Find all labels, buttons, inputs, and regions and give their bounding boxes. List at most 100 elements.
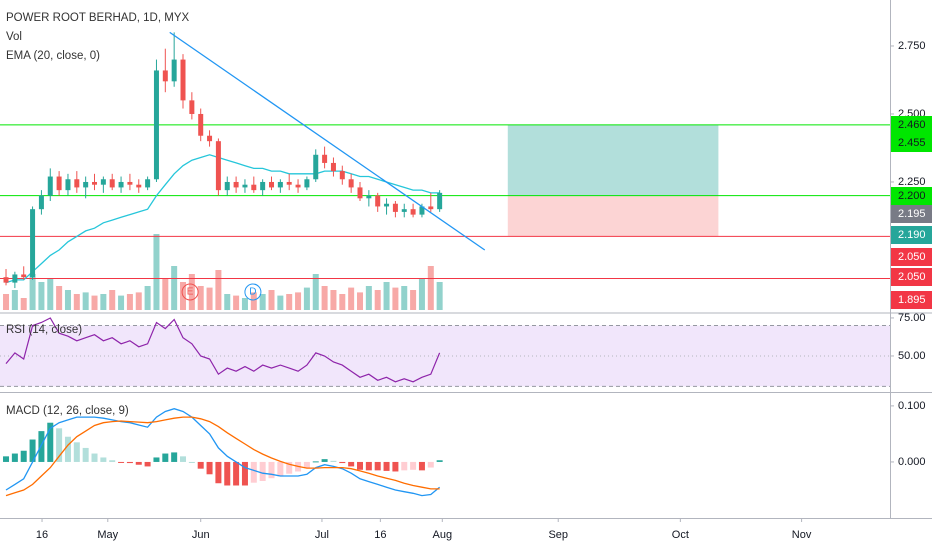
volume-bar	[330, 290, 337, 310]
candle-body	[30, 209, 36, 278]
volume-bar	[91, 295, 98, 310]
volume-bar	[295, 292, 302, 310]
candle-body	[162, 70, 168, 82]
candle-body	[12, 274, 18, 283]
position-profit	[507, 124, 719, 196]
candle-body	[3, 277, 9, 283]
volume-bar	[73, 294, 80, 310]
macd-histogram-bar	[135, 461, 142, 465]
candle-body	[330, 162, 336, 172]
volume-bar	[29, 274, 36, 310]
volume-bar	[418, 278, 425, 310]
y-tick-label: 50.00	[898, 350, 926, 362]
macd-histogram-bar	[339, 461, 346, 464]
volume-bar	[135, 292, 142, 310]
x-tick-label: Jul	[315, 529, 329, 541]
candle-body	[180, 59, 186, 101]
macd-histogram-bar	[153, 457, 160, 462]
candle-body	[313, 154, 319, 180]
volume-bar	[401, 286, 408, 310]
macd-histogram-bar	[401, 461, 408, 471]
candle-body	[153, 70, 159, 180]
macd-histogram-bar	[330, 460, 337, 462]
macd-histogram-bar	[11, 453, 18, 462]
volume-bar	[20, 298, 27, 310]
volume-bar	[64, 290, 71, 310]
macd-histogram-bar	[312, 461, 319, 463]
candle-body	[286, 181, 292, 185]
volume-bar	[348, 287, 355, 310]
macd-histogram-bar	[277, 461, 284, 477]
volume-bar	[259, 294, 266, 310]
macd-histogram-bar	[392, 461, 399, 472]
volume-bar	[162, 278, 169, 310]
price-tag-label: 2.050	[898, 271, 926, 283]
macd-histogram-bar	[206, 461, 213, 475]
volume-bar	[197, 286, 204, 310]
y-tick-label: 2.750	[898, 40, 926, 52]
price-tag	[891, 116, 932, 134]
volume-bar	[268, 290, 275, 310]
rsi-line	[5, 317, 441, 383]
volume-bar	[171, 266, 178, 310]
candle-body	[118, 181, 124, 188]
volume-bar	[188, 274, 195, 310]
macd-histogram-bar	[436, 460, 443, 462]
macd-histogram-bar	[64, 436, 71, 462]
volume-bar	[312, 274, 319, 310]
candle-body	[375, 195, 381, 207]
price-tag	[891, 187, 932, 205]
candle-body	[145, 179, 151, 188]
candle-body	[357, 187, 363, 199]
macd-histogram-bar	[3, 456, 10, 462]
candle-body	[419, 206, 425, 215]
candle-body	[401, 209, 407, 212]
candle-body	[198, 113, 204, 136]
candle-body	[189, 100, 195, 114]
event-marker-label: D	[249, 287, 256, 298]
x-tick-label: Sep	[548, 529, 568, 541]
candle-body	[277, 181, 283, 188]
macd-histogram-bar	[29, 439, 36, 462]
candle-body	[65, 179, 71, 191]
ema-line	[5, 154, 440, 284]
macd-histogram-bar	[357, 461, 363, 470]
macd-histogram-bar	[171, 452, 178, 462]
candle-body	[428, 206, 434, 210]
event-marker-label: E	[187, 287, 194, 298]
candle-body	[74, 179, 80, 188]
volume-bar	[374, 290, 381, 310]
volume-bar	[126, 294, 133, 310]
candle-body	[83, 181, 89, 188]
volume-bar	[224, 294, 231, 310]
volume-bar	[383, 282, 390, 310]
macd-histogram-bar	[20, 450, 27, 462]
volume-bar	[3, 294, 10, 310]
macd-histogram-bar	[374, 461, 381, 471]
volume-bar	[321, 286, 328, 310]
candle-body	[260, 181, 266, 191]
candle-body	[304, 179, 310, 188]
volume-bar	[206, 287, 213, 310]
macd-histogram-bar	[383, 461, 390, 471]
macd-histogram-bar	[82, 447, 89, 462]
macd-histogram-bar	[303, 461, 310, 469]
price-tag-label: 2.195	[898, 208, 926, 220]
pane-title: MACD (12, 26, close, 9)	[6, 405, 129, 417]
y-tick-label: 0.100	[898, 400, 926, 412]
volume-bar	[241, 298, 248, 310]
candle-body	[56, 176, 62, 191]
candle-body	[384, 203, 390, 207]
candle-body	[215, 141, 221, 191]
macd-histogram-bar	[47, 422, 54, 462]
price-tag	[891, 205, 932, 223]
macd-histogram-bar	[233, 461, 240, 486]
candle-body	[410, 209, 416, 215]
volume-bar	[365, 286, 372, 310]
macd-histogram-bar	[162, 453, 169, 462]
volume-bar	[82, 292, 89, 310]
price-tag-label: 2.050	[898, 251, 926, 263]
pane-title: RSI (14, close)	[6, 324, 82, 336]
macd-histogram-bar	[418, 461, 425, 471]
